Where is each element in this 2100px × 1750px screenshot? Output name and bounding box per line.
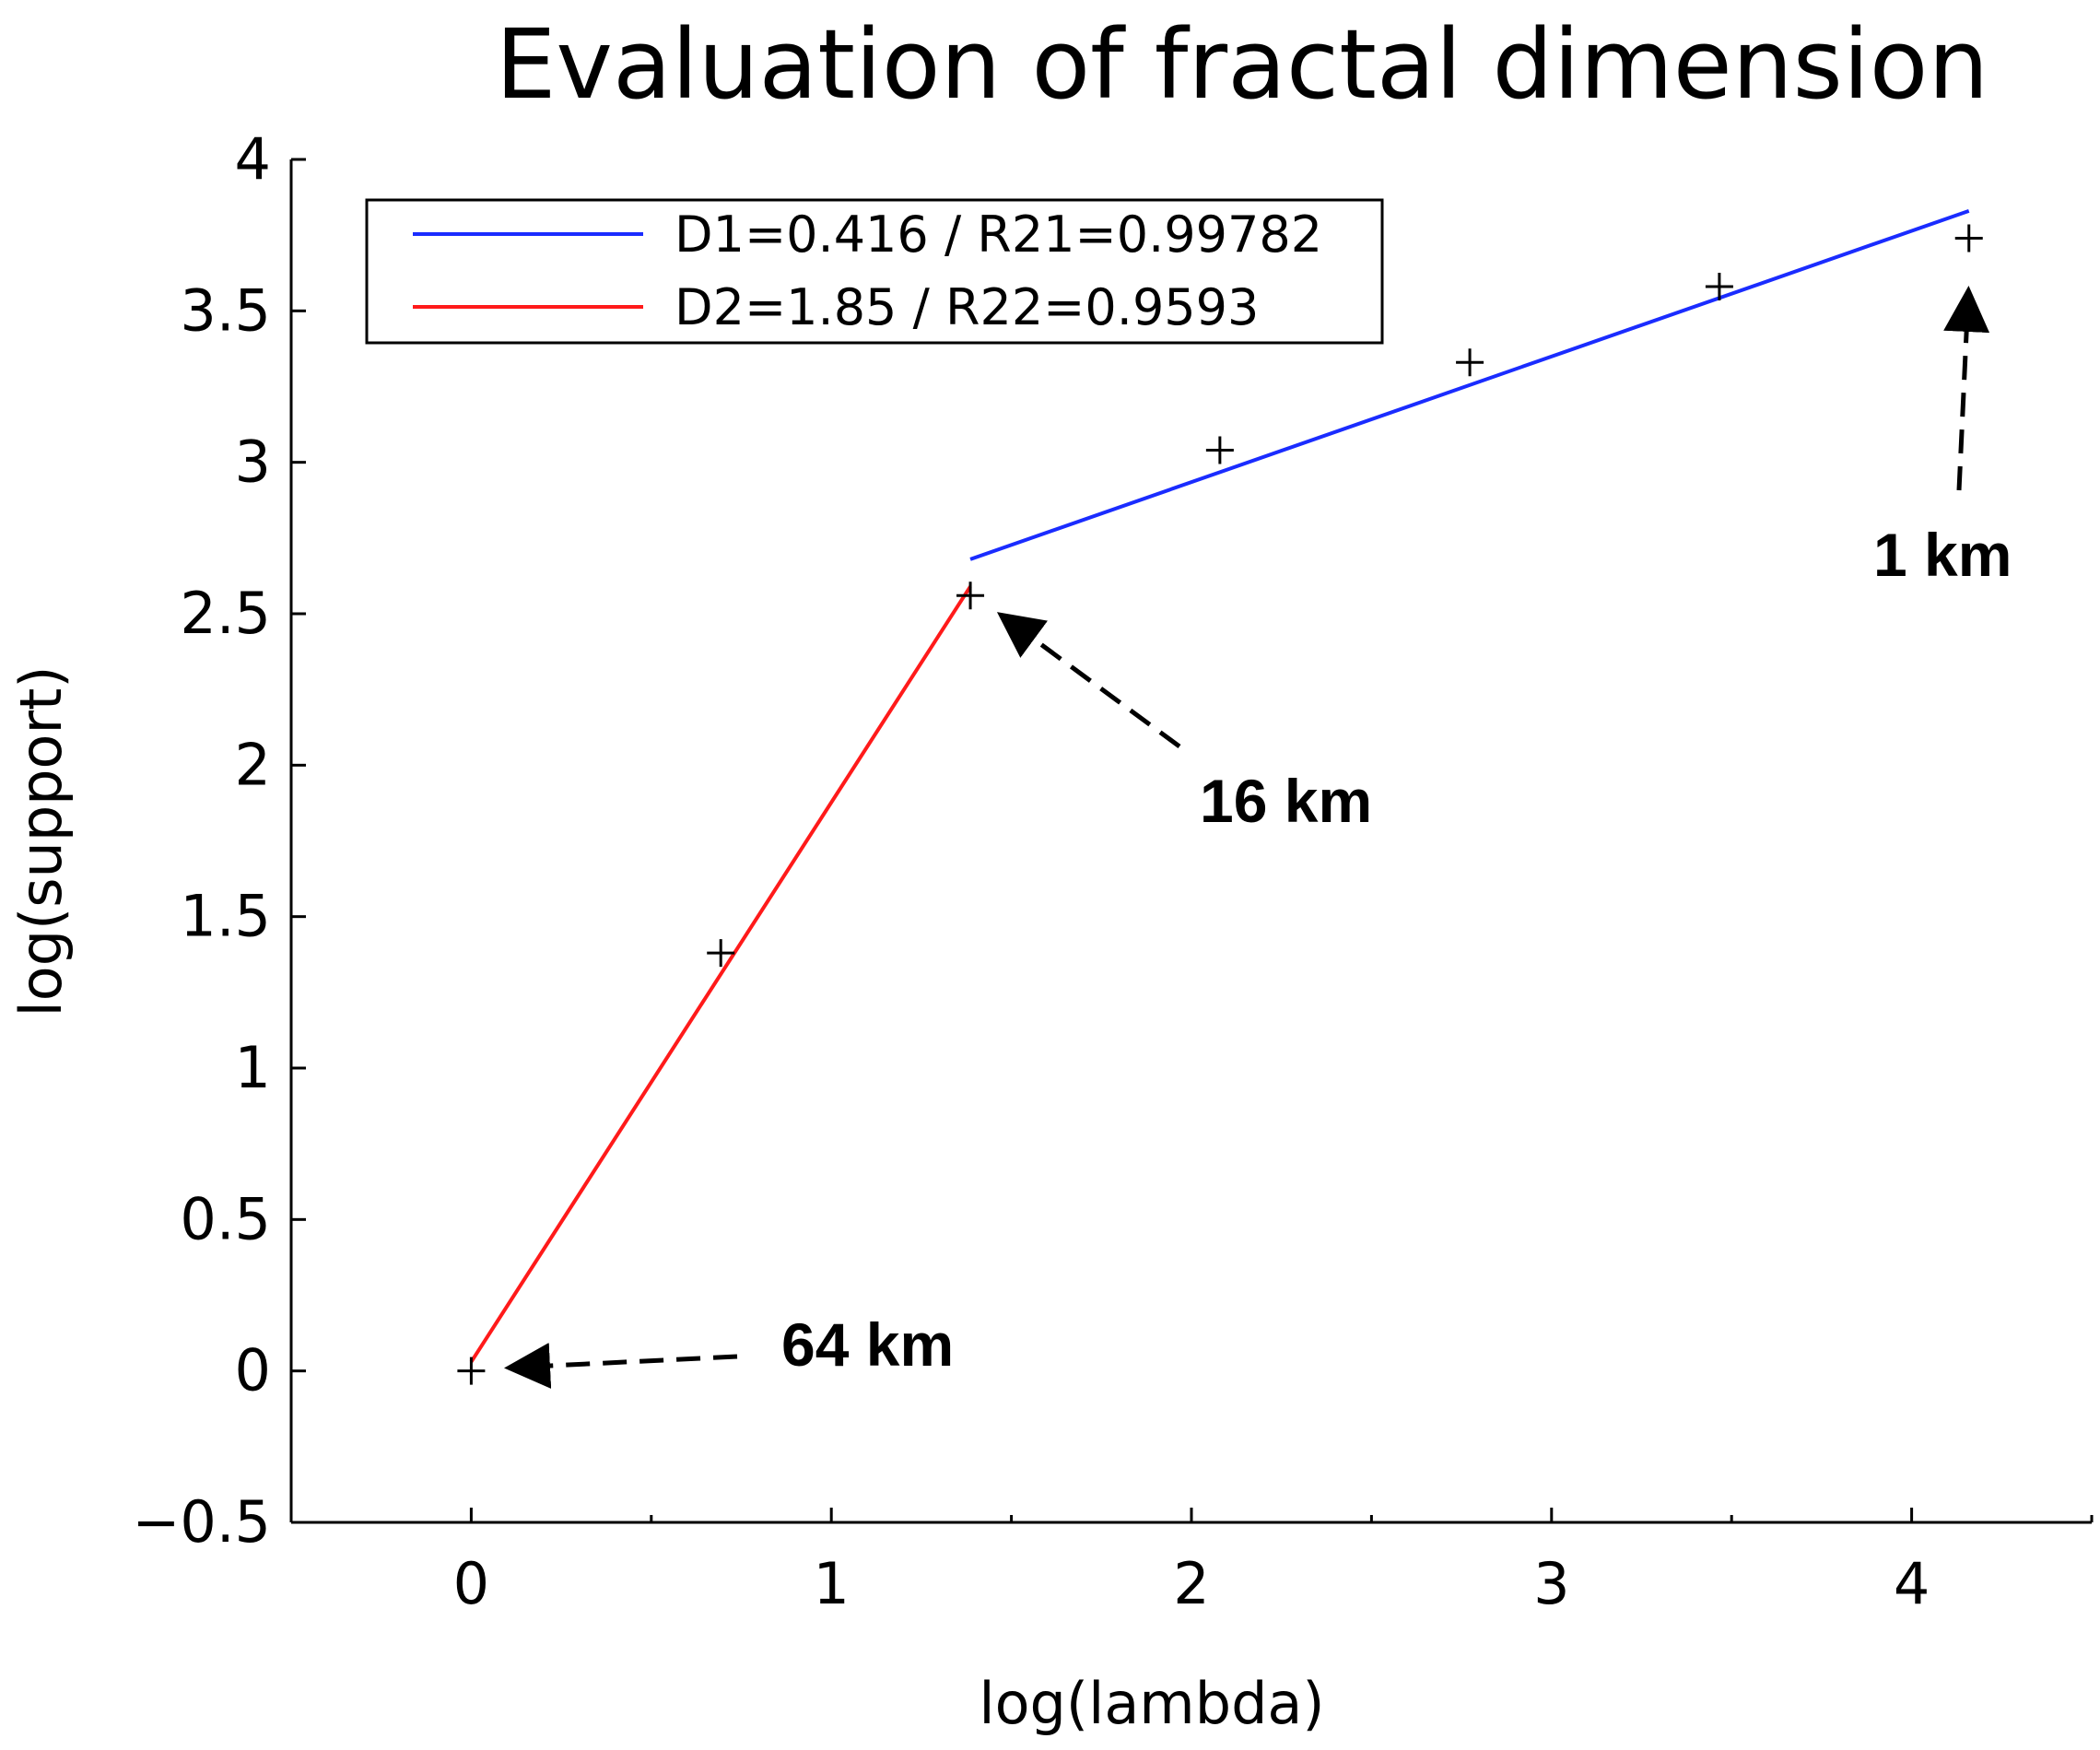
annotation-arrow-1km — [1943, 286, 1990, 491]
legend-label-d1: D1=0.416 / R21=0.99782 — [675, 206, 1322, 264]
data-point — [1205, 436, 1234, 464]
y-tick-label: 3 — [235, 429, 271, 496]
data-point — [956, 581, 985, 610]
annotation-arrow-16km — [996, 612, 1181, 749]
legend: D1=0.416 / R21=0.99782 D2=1.85 / R22=0.9… — [365, 198, 1384, 345]
data-point — [457, 1357, 486, 1385]
x-tick-label: 2 — [1173, 1550, 1209, 1617]
data-point — [1705, 273, 1733, 301]
y-tick-label: 0.5 — [180, 1185, 271, 1252]
y-tick-label: 2.5 — [180, 580, 271, 647]
series-line-d2 — [469, 585, 972, 1363]
data-point — [1954, 224, 1983, 253]
legend-label-d2: D2=1.85 / R22=0.9593 — [675, 278, 1259, 336]
y-tick-label: 3.5 — [180, 276, 271, 344]
series-lines — [469, 208, 1970, 1363]
y-tick-label: 4 — [235, 125, 271, 193]
y-tick-label: 1 — [235, 1034, 271, 1101]
annotation-arrow-64km — [504, 1343, 738, 1389]
y-tick-label: 1.5 — [180, 883, 271, 950]
annotation-16km: 16 km — [1200, 767, 1372, 835]
y-tick-label: −0.5 — [132, 1488, 271, 1556]
x-tick-label: 3 — [1533, 1550, 1569, 1617]
annotation-64km: 64 km — [781, 1310, 954, 1379]
y-tick-label: 2 — [235, 731, 271, 798]
x-tick-label: 1 — [813, 1550, 849, 1617]
x-axis-label: log(lambda) — [979, 1670, 1324, 1737]
x-tick-label: 0 — [453, 1550, 489, 1617]
x-ticks: 0 1 2 3 4 — [289, 1508, 2094, 1617]
annotations: 64 km 16 km 1 km — [504, 286, 2012, 1389]
annotation-1km: 1 km — [1873, 521, 2012, 589]
chart-title: Evaluation of fractal dimension — [496, 8, 1989, 121]
axes — [289, 159, 2092, 1524]
y-axis-label: log(support) — [7, 666, 75, 1017]
data-points — [457, 224, 1983, 1385]
y-tick-label: 0 — [235, 1337, 271, 1404]
legend-box — [365, 198, 1384, 345]
series-line-d1 — [969, 208, 1970, 561]
x-tick-label: 4 — [1894, 1550, 1930, 1617]
y-ticks: −0.5 0 0.5 1 1.5 2 2.5 3 3.5 4 — [132, 125, 306, 1556]
data-point — [1456, 348, 1484, 377]
data-point — [707, 939, 735, 968]
